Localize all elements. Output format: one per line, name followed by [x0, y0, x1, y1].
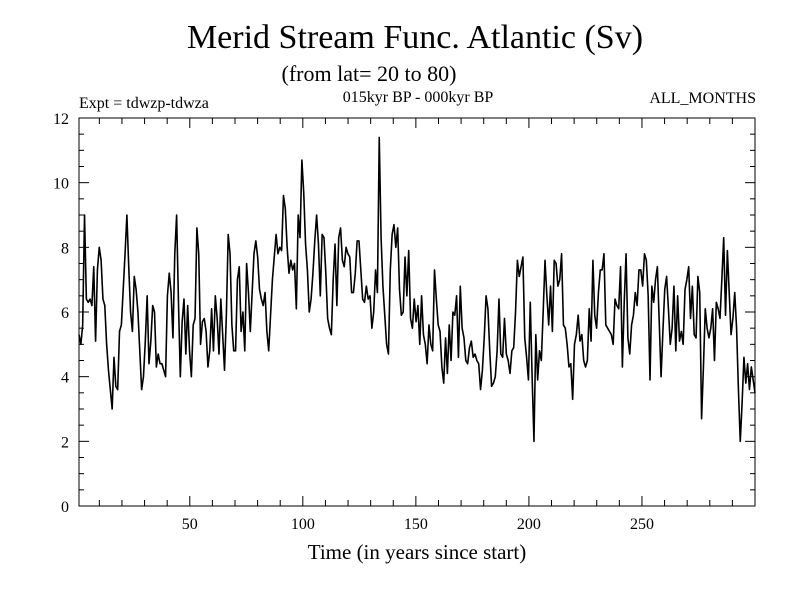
- experiment-label: Expt = tdwzp-tdwza: [79, 95, 209, 112]
- y-tick-label: 8: [61, 240, 69, 257]
- plot-frame: [78, 117, 756, 507]
- axis-ticks: [79, 117, 755, 507]
- axis-tick-labels: 50 100 150 200 250 0 2 4 6 8 10 12: [53, 111, 654, 533]
- x-tick-label: 250: [630, 516, 654, 533]
- x-tick-label: 100: [291, 516, 315, 533]
- x-tick-label: 50: [182, 516, 198, 533]
- y-tick-label: 2: [61, 434, 69, 451]
- x-tick-label: 200: [517, 516, 541, 533]
- y-tick-label: 10: [53, 176, 69, 193]
- chart-title: Merid Stream Func. Atlantic (Sv): [187, 19, 643, 56]
- time-range-label: 015kyr BP - 000kyr BP: [343, 89, 494, 106]
- y-tick-label: 6: [61, 305, 69, 322]
- x-tick-label: 150: [404, 516, 428, 533]
- x-axis-label: Time (in years since start): [308, 540, 527, 564]
- chart-subtitle: (from lat= 20 to 80): [282, 61, 457, 86]
- months-label: ALL_MONTHS: [649, 90, 756, 107]
- y-tick-label: 12: [53, 111, 69, 128]
- series-line: [78, 136, 756, 443]
- y-tick-label: 0: [61, 499, 69, 516]
- y-tick-label: 4: [61, 370, 69, 387]
